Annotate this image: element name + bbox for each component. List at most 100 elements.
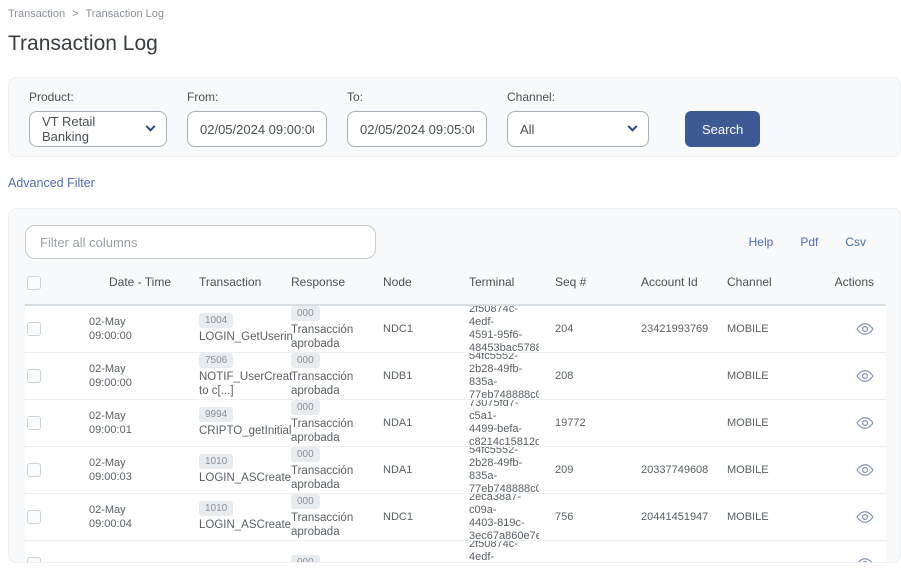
response-code-badge: 000 [291, 494, 320, 510]
column-header-channel: Channel [719, 263, 805, 306]
cell-actions [805, 445, 886, 494]
cell-account-id [633, 351, 719, 400]
cell-node: NDA1 [375, 398, 461, 447]
view-details-eye-icon[interactable] [856, 369, 874, 383]
column-header-seq: Seq # [547, 263, 633, 306]
cell-node: NDB1 [375, 351, 461, 400]
cell-channel: MOBILE [719, 304, 805, 353]
cell-actions [805, 304, 886, 353]
cell-terminal: 54fc5552- 2b28-49fb- 835a- 77eb748888c0 [461, 351, 547, 400]
cell-actions [805, 351, 886, 400]
view-details-eye-icon[interactable] [856, 557, 874, 563]
cell-date-time: 02-May 09:00:03 [81, 445, 191, 494]
table-toolbar: Help Pdf Csv [25, 225, 884, 259]
breadcrumb: Transaction > Transaction Log [8, 8, 901, 20]
from-input[interactable] [187, 111, 327, 147]
column-header-transaction: Transaction [191, 263, 283, 306]
cell-date-time [81, 539, 191, 562]
to-input[interactable] [347, 111, 487, 147]
cell-channel: MOBILE [719, 492, 805, 541]
table-row: 02-May 09:00:01 9994 CRIPTO_getInitial 0… [25, 398, 886, 447]
cell-response: 000 Transacción aprobada [283, 351, 375, 400]
cell-channel: MOBILE [719, 445, 805, 494]
cell-response: 000 Transacción aprobada [283, 445, 375, 494]
csv-link[interactable]: Csv [845, 235, 866, 249]
cell-channel: MOBILE [719, 351, 805, 400]
column-header-actions: Actions [805, 263, 886, 306]
select-row-checkbox[interactable] [27, 368, 41, 383]
cell-terminal: 54fc5552- 2b28-49fb- 835a- 77eb748888c0 [461, 445, 547, 494]
cell-account-id [633, 398, 719, 447]
channel-select[interactable]: All [507, 111, 649, 147]
page-title: Transaction Log [8, 32, 158, 55]
export-links: Help Pdf Csv [749, 235, 884, 249]
channel-select-value: All [520, 121, 535, 137]
from-label: From: [187, 90, 219, 104]
cell-node: NDC1 [375, 492, 461, 541]
view-details-eye-icon[interactable] [856, 510, 874, 524]
cell-response: 000 [283, 539, 375, 562]
filter-card: Product: VT Retail Banking From: To: Cha… [8, 77, 901, 157]
cell-seq: 209 [547, 445, 633, 494]
cell-response: 000 Transacción aprobada [283, 304, 375, 353]
cell-actions [805, 398, 886, 447]
cell-terminal: 2eca38a7-c09a- 4403-819c- 3ec67a860e7e [461, 492, 547, 541]
pdf-link[interactable]: Pdf [800, 235, 819, 249]
cell-date-time: 02-May 09:00:00 [81, 304, 191, 353]
view-details-eye-icon[interactable] [856, 322, 874, 336]
cell-account-id: 20337749608 [633, 445, 719, 494]
cell-date-time: 02-May 09:00:00 [81, 351, 191, 400]
product-select-value: VT Retail Banking [42, 114, 96, 144]
transaction-table-card: Help Pdf Csv Date - Time Transaction Res… [8, 208, 901, 563]
cell-account-id: 20441451947 [633, 492, 719, 541]
filter-all-columns-input[interactable] [25, 225, 376, 259]
chevron-down-icon [627, 121, 638, 132]
table-header-row: Date - Time Transaction Response Node Te… [25, 263, 886, 306]
help-link[interactable]: Help [748, 235, 774, 249]
cell-terminal: 2f50874c-4edf- 4591-95f6- 48453bac5788 [461, 539, 547, 562]
cell-seq: 19772 [547, 398, 633, 447]
response-code-badge: 000 [291, 400, 320, 416]
select-row-checkbox[interactable] [27, 509, 41, 524]
channel-label: Channel: [507, 90, 556, 104]
select-row-checkbox[interactable] [27, 415, 41, 430]
cell-transaction: 1010 LOGIN_ASCreate [191, 445, 291, 494]
cell-transaction [191, 539, 283, 562]
select-row-checkbox[interactable] [27, 462, 41, 477]
table-body: 02-May 09:00:00 1004 LOGIN_GetUserin 000… [25, 304, 886, 563]
cell-account-id [633, 539, 719, 562]
advanced-filter-link[interactable]: Advanced Filter [8, 176, 95, 190]
cell-account-id: 23421993769 [633, 304, 719, 353]
cell-transaction: 1004 LOGIN_GetUserin [191, 304, 293, 353]
to-field: To: [347, 90, 487, 147]
select-row-checkbox[interactable] [27, 321, 41, 336]
cell-transaction: 9994 CRIPTO_getInitial [191, 398, 291, 447]
view-details-eye-icon[interactable] [856, 416, 874, 430]
cell-transaction: 1010 LOGIN_ASCreate [191, 492, 291, 541]
product-select[interactable]: VT Retail Banking [29, 111, 167, 147]
search-button[interactable]: Search [685, 111, 761, 147]
channel-field: Channel: All [507, 90, 649, 147]
response-code-badge: 000 [291, 447, 320, 463]
cell-transaction: 7506 NOTIF_UserCreat to c[...] [191, 351, 292, 400]
transaction-code-badge: 9994 [199, 407, 234, 423]
product-field: Product: VT Retail Banking [29, 90, 167, 147]
chevron-down-icon [145, 121, 156, 132]
transaction-table: Date - Time Transaction Response Node Te… [25, 263, 886, 563]
column-header-date-time: Date - Time [81, 263, 191, 306]
cell-channel [719, 539, 805, 562]
product-label: Product: [29, 90, 74, 104]
column-header-account-id: Account Id [633, 263, 719, 306]
cell-response: 000 Transacción aprobada [283, 492, 375, 541]
transaction-code-badge: 7506 [199, 353, 234, 369]
cell-date-time: 02-May 09:00:01 [81, 398, 191, 447]
table-row: 02-May 09:00:00 7506 NOTIF_UserCreat to … [25, 351, 886, 400]
breadcrumb-parent[interactable]: Transaction [8, 8, 66, 20]
select-all-checkbox[interactable] [27, 275, 41, 290]
cell-node: NDA1 [375, 445, 461, 494]
select-row-checkbox[interactable] [27, 556, 41, 562]
cell-seq: 208 [547, 351, 633, 400]
cell-terminal: 2f50874c-4edf- 4591-95f6- 48453bac5788 [461, 304, 547, 353]
view-details-eye-icon[interactable] [856, 463, 874, 477]
cell-channel: MOBILE [719, 398, 805, 447]
